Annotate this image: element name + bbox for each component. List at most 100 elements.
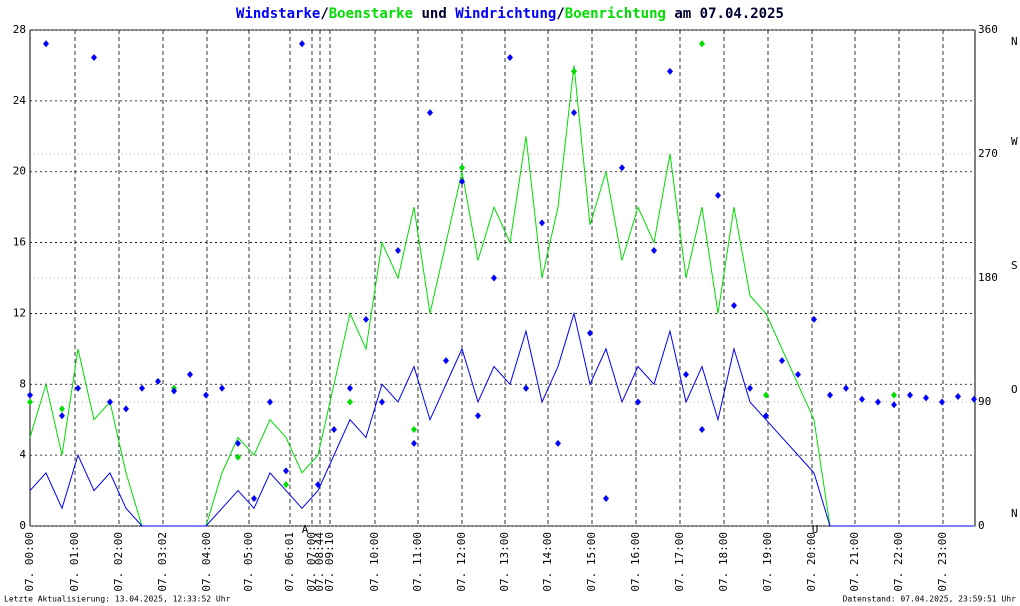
x-tick-label: 07. 17:00 [673, 532, 686, 592]
direction-dot [123, 405, 129, 413]
direction-dot [651, 246, 657, 254]
x-tick-label: 07. 19:00 [761, 532, 774, 592]
x-tick-label: 07. 01:00 [68, 532, 81, 592]
direction-dot [891, 391, 897, 399]
x-tick-label: 07. 05:00 [242, 532, 255, 592]
x-tick-label: 07. 18:00 [717, 532, 730, 592]
direction-dot [75, 384, 81, 392]
direction-dot [315, 481, 321, 489]
direction-dot [779, 357, 785, 365]
title-joiner: und [413, 6, 455, 22]
direction-dot [347, 384, 353, 392]
direction-dot [331, 426, 337, 434]
y-tick-label: 20 [13, 165, 26, 178]
chart-title: Windstarke/Boenstarke und Windrichtung/B… [236, 6, 784, 22]
title-joiner: am 07.04.2025 [666, 6, 784, 22]
annotation: U [812, 523, 819, 536]
direction-dot [235, 453, 241, 461]
y-tick-label: 4 [19, 448, 26, 461]
title-series-name: Windrichtung [455, 6, 556, 22]
direction-dot [203, 391, 209, 399]
direction-dot [299, 40, 305, 48]
direction-dot [235, 439, 241, 447]
direction-dot [411, 439, 417, 447]
y-tick-label: 8 [19, 377, 26, 390]
x-tick-label: 07. 16:00 [629, 532, 642, 592]
direction-dot [571, 67, 577, 75]
direction-dot [715, 191, 721, 199]
direction-dot [59, 412, 65, 420]
title-joiner: / [320, 6, 328, 22]
direction-dot [379, 398, 385, 406]
annotation: A [302, 523, 309, 536]
direction-dot [619, 164, 625, 172]
direction-dot [475, 412, 481, 420]
y2-direction-letter: N [1011, 507, 1018, 520]
x-tick-label: 07. 20:00 [805, 532, 818, 592]
x-tick-label: 07. 08:44 [313, 532, 326, 592]
x-tick-label: 07. 00:00 [23, 532, 36, 592]
direction-dot [923, 394, 929, 402]
direction-dot [555, 439, 561, 447]
direction-dot [699, 426, 705, 434]
direction-dot [251, 494, 257, 502]
x-tick-label: 07. 22:00 [892, 532, 905, 592]
direction-dot [523, 384, 529, 392]
direction-dot [699, 40, 705, 48]
title-series-name: Boenrichtung [565, 6, 666, 22]
x-tick-label: 07. 15:00 [585, 532, 598, 592]
x-tick-label: 07. 10:00 [368, 532, 381, 592]
direction-dot [795, 370, 801, 378]
direction-dot [763, 391, 769, 399]
direction-dot [971, 395, 977, 403]
direction-dot [571, 109, 577, 117]
direction-dot [187, 370, 193, 378]
direction-dot [443, 357, 449, 365]
x-tick-label: 07. 21:00 [848, 532, 861, 592]
title-series-name: Windstarke [236, 6, 320, 22]
y2-tick-label: 270 [978, 147, 998, 160]
direction-dot [27, 391, 33, 399]
x-tick-label: 07. 23:00 [936, 532, 949, 592]
direction-dot [411, 426, 417, 434]
direction-dot [491, 274, 497, 282]
direction-dot [843, 384, 849, 392]
title-joiner: / [556, 6, 564, 22]
series-line [29, 65, 974, 527]
y2-direction-letter: O [1011, 383, 1018, 396]
direction-dot [603, 494, 609, 502]
x-tick-label: 07. 09:10 [323, 532, 336, 592]
direction-dot [731, 302, 737, 310]
direction-dot [507, 54, 513, 62]
direction-dot [667, 67, 673, 75]
direction-dot [267, 398, 273, 406]
x-tick-label: 07. 02:00 [112, 532, 125, 592]
direction-dot [363, 315, 369, 323]
x-tick-label: 07. 11:00 [411, 532, 424, 592]
direction-dot [747, 384, 753, 392]
y2-direction-letter: N [1011, 35, 1018, 48]
direction-dot [283, 467, 289, 475]
y-tick-label: 24 [13, 94, 27, 107]
direction-dot [827, 391, 833, 399]
direction-dot [635, 398, 641, 406]
y-tick-label: 12 [13, 306, 26, 319]
y2-tick-label: 0 [978, 519, 985, 532]
direction-dot [907, 391, 913, 399]
direction-dot [427, 109, 433, 117]
y2-direction-letter: S [1011, 259, 1018, 272]
direction-dot [859, 395, 865, 403]
x-tick-label: 07. 12:00 [455, 532, 468, 592]
x-tick-label: 07. 06:01 [283, 532, 296, 592]
direction-dot [155, 377, 161, 385]
direction-dot [955, 392, 961, 400]
x-tick-label: 07. 07:00 [305, 532, 318, 592]
direction-dot [763, 412, 769, 420]
direction-dot [459, 178, 465, 186]
series-line [29, 311, 974, 527]
direction-dot [395, 246, 401, 254]
y2-tick-label: 360 [978, 23, 998, 36]
direction-dot [587, 329, 593, 337]
direction-dot [459, 164, 465, 172]
